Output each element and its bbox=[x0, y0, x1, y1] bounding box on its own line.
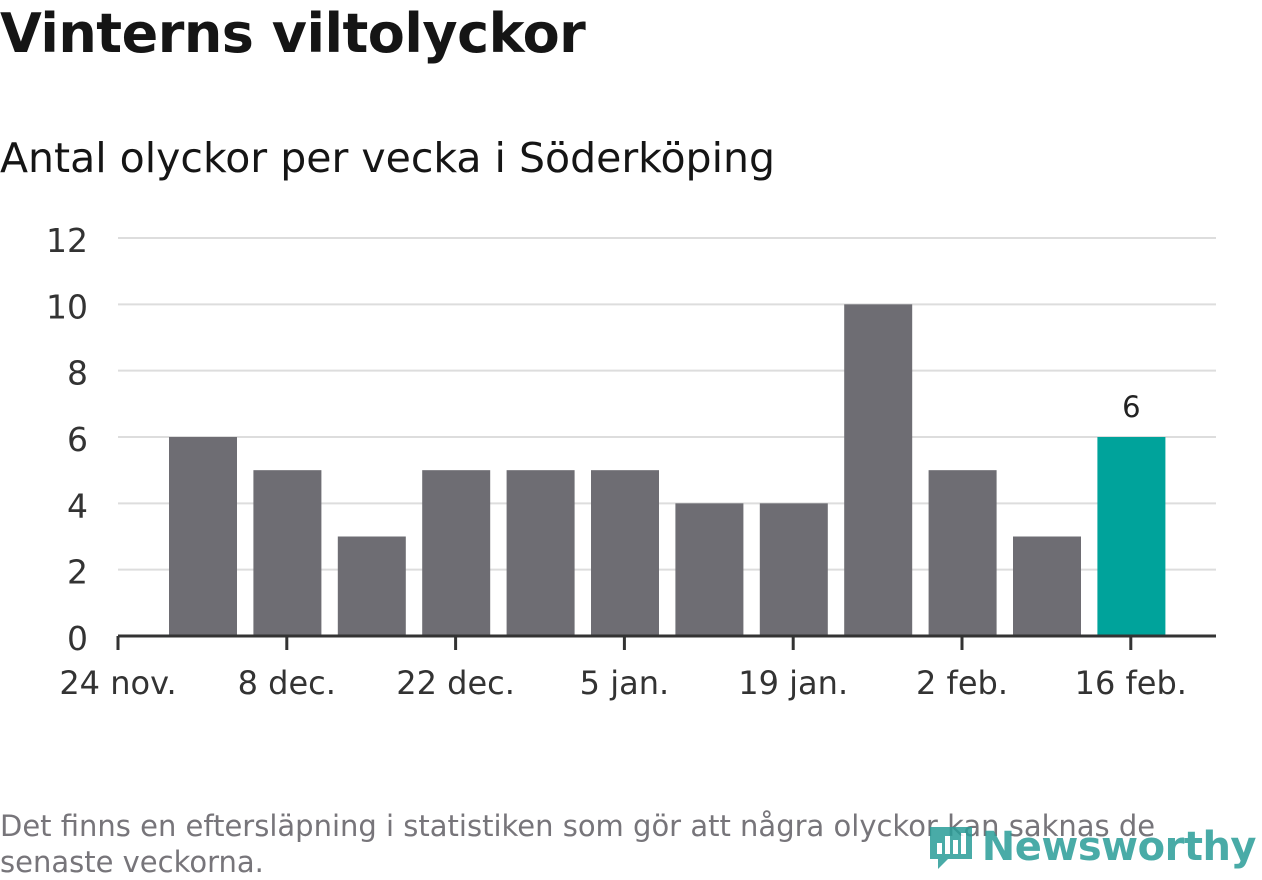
newsworthy-logo: Newsworthy bbox=[926, 823, 1257, 871]
x-tick-label: 5 jan. bbox=[580, 664, 669, 702]
bar-v.1 bbox=[591, 470, 659, 636]
logo-text: Newsworthy bbox=[981, 824, 1257, 870]
bar-v.5 bbox=[928, 470, 997, 636]
x-tick-label: 2 feb. bbox=[916, 664, 1008, 702]
y-tick-label: 4 bbox=[67, 486, 88, 525]
y-tick-label: 10 bbox=[46, 287, 88, 326]
x-tick-label: 22 dec. bbox=[396, 664, 515, 702]
x-tick-label: 8 dec. bbox=[238, 664, 336, 702]
bar-v.50 bbox=[337, 536, 406, 636]
bar-chart-speech-bubble-icon bbox=[929, 827, 972, 869]
axes bbox=[116, 634, 1216, 650]
y-tick-label: 12 bbox=[46, 221, 88, 260]
bar-v.7 bbox=[1097, 437, 1166, 636]
chart-subtitle: Antal olyckor per vecka i Söderköping bbox=[0, 134, 775, 182]
bar-v.4 bbox=[844, 304, 913, 636]
x-tick-label: 19 jan. bbox=[738, 664, 848, 702]
bar-v.52 bbox=[506, 470, 575, 636]
x-tick-label: 24 nov. bbox=[59, 664, 176, 702]
labels: 0 2 4 6 8 10 12 6 24 nov. 8 dec. 22 dec. 5 jan. 19 j… bbox=[46, 221, 1187, 702]
y-tick-label: 2 bbox=[67, 553, 88, 592]
bar-v.2 bbox=[675, 503, 744, 636]
y-tick-label: 0 bbox=[67, 619, 88, 658]
data-label: 6 bbox=[1122, 390, 1140, 424]
bar-v.49 bbox=[253, 470, 322, 636]
x-tick-label: 16 feb. bbox=[1075, 664, 1187, 702]
chart-title: Vinterns viltolyckor bbox=[0, 2, 586, 65]
bar-v.6 bbox=[1013, 536, 1081, 636]
bars bbox=[169, 304, 1166, 636]
bar-v.3 bbox=[759, 503, 828, 636]
bar-chart: 0 2 4 6 8 10 12 6 24 nov. 8 dec. 22 dec. 5 jan. 19 j… bbox=[46, 221, 1216, 702]
bar-v.51 bbox=[422, 470, 491, 636]
bar-v.48 bbox=[169, 437, 237, 636]
y-tick-label: 8 bbox=[67, 354, 88, 393]
y-tick-label: 6 bbox=[67, 420, 88, 459]
